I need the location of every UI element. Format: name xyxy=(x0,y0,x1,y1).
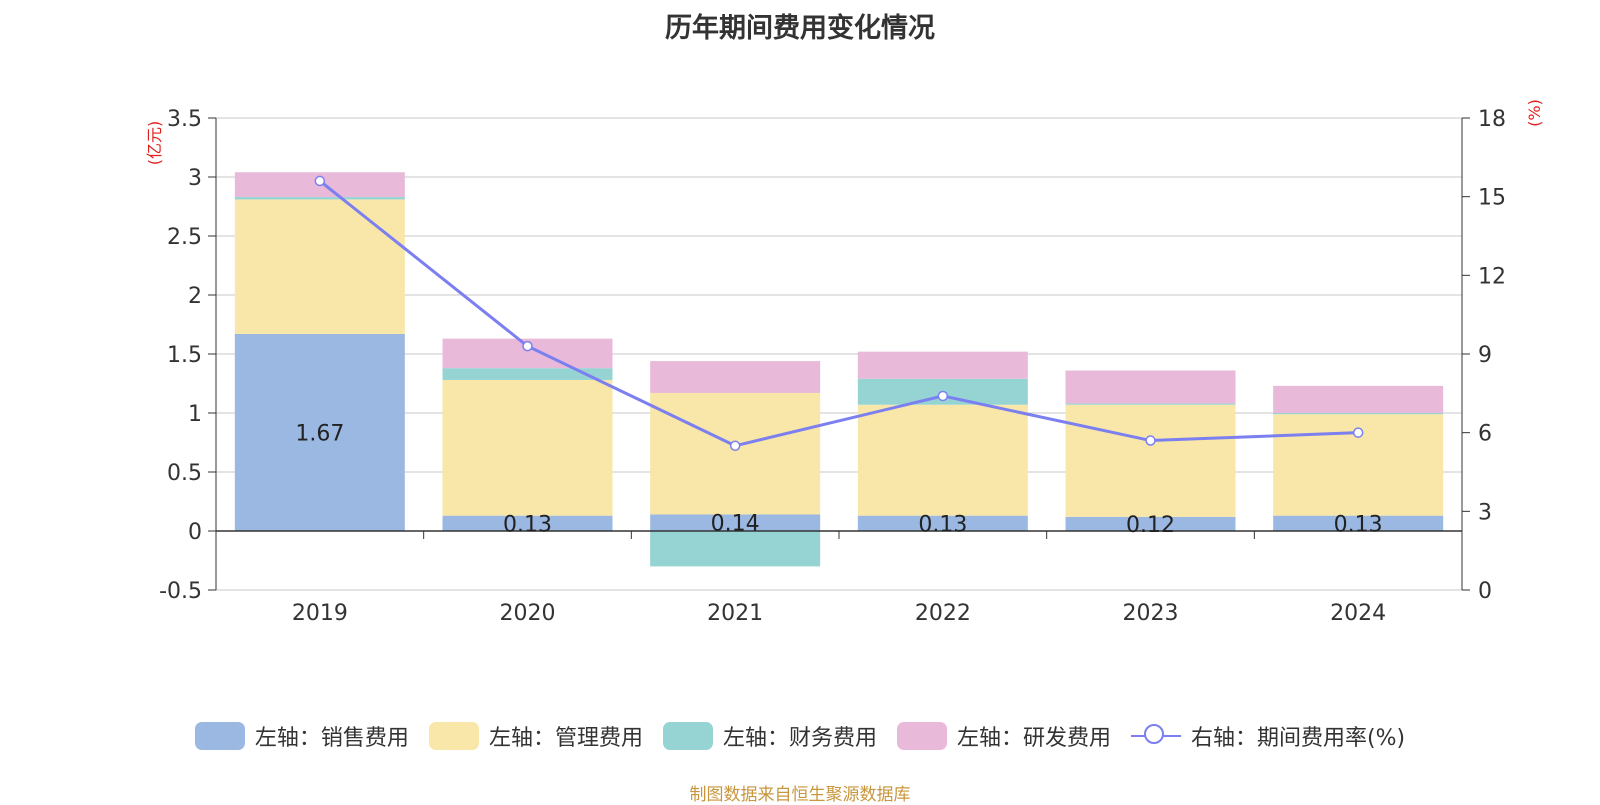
data-label-sales: 0.13 xyxy=(1334,512,1383,537)
legend-item-sales[interactable]: 左轴：销售费用 xyxy=(194,720,409,752)
y-left-tick-label: 1.5 xyxy=(167,343,202,368)
data-label-sales: 1.67 xyxy=(295,421,344,446)
chart-title: 历年期间费用变化情况 xyxy=(665,13,935,44)
legend-label-rate: 右轴：期间费用率(%) xyxy=(1190,726,1406,751)
x-tick-label: 2024 xyxy=(1330,601,1386,626)
bar-finance-2020 xyxy=(442,368,613,380)
y-left-tick-label: 2 xyxy=(188,284,202,309)
legend: 左轴：销售费用 左轴：管理费用 左轴：财务费用 左轴：研发费用 右轴：期间费用率… xyxy=(0,720,1600,752)
legend-item-admin[interactable]: 左轴：管理费用 xyxy=(428,720,643,752)
bar-finance-2023 xyxy=(1065,403,1236,405)
legend-swatch-rnd xyxy=(896,722,947,750)
y-right-tick-label: 6 xyxy=(1478,422,1492,447)
bar-finance-2019 xyxy=(234,197,405,200)
legend-label-finance: 左轴：财务费用 xyxy=(722,726,877,751)
y-left-tick-label: 1 xyxy=(188,402,202,427)
data-source-note: 制图数据来自恒生聚源数据库 xyxy=(689,785,911,805)
legend-swatch-admin xyxy=(428,722,479,750)
line-rate-point xyxy=(1145,435,1156,446)
legend-label-sales: 左轴：销售费用 xyxy=(254,726,409,751)
bar-sales-2024 xyxy=(1273,515,1444,531)
y-right-tick-label: 18 xyxy=(1478,107,1506,132)
y-left-tick-label: -0.5 xyxy=(159,579,202,604)
bar-sales-2022 xyxy=(857,515,1028,531)
bar-sales-2023 xyxy=(1065,516,1236,531)
bar-rnd-2024 xyxy=(1273,385,1444,413)
line-rate-point xyxy=(1352,427,1364,438)
data-label-sales: 0.13 xyxy=(918,512,967,537)
bar-rnd-2021 xyxy=(650,361,821,393)
line-rate-point xyxy=(314,175,326,187)
bar-admin-2023 xyxy=(1065,404,1236,517)
data-label-sales: 0.13 xyxy=(503,512,552,537)
y-left-tick-label: 2.5 xyxy=(167,225,202,250)
data-label-sales: 0.14 xyxy=(711,512,760,537)
legend-swatch-rate-dot xyxy=(1143,724,1164,744)
y-left-tick-label: 0.5 xyxy=(167,461,202,486)
x-tick-label: 2021 xyxy=(707,601,763,626)
legend-label-admin: 左轴：管理费用 xyxy=(488,726,643,751)
legend-swatch-rate xyxy=(1130,722,1181,750)
legend-label-rnd: 左轴：研发费用 xyxy=(956,726,1111,751)
data-label-sales: 0.12 xyxy=(1126,513,1175,538)
line-rate-point xyxy=(729,440,741,452)
bar-admin-2021 xyxy=(650,392,821,515)
y-right-tick-label: 0 xyxy=(1478,579,1492,604)
y-right-tick-label: 3 xyxy=(1478,500,1492,525)
y-right-unit: (%) xyxy=(1525,99,1544,127)
x-tick-label: 2019 xyxy=(292,601,348,626)
legend-item-rnd[interactable]: 左轴：研发费用 xyxy=(896,720,1111,752)
line-rate-point xyxy=(937,390,949,402)
bar-sales-2020 xyxy=(442,515,613,531)
line-rate-point xyxy=(522,340,533,352)
legend-swatch-sales xyxy=(194,722,245,750)
x-tick-label: 2020 xyxy=(500,601,556,626)
x-tick-label: 2022 xyxy=(915,601,971,626)
y-right-tick-label: 15 xyxy=(1478,186,1506,211)
bar-admin-2019 xyxy=(234,199,405,334)
legend-swatch-finance xyxy=(662,722,713,750)
y-left-tick-label: 0 xyxy=(188,520,202,545)
bar-rnd-2022 xyxy=(857,351,1028,379)
line-rate xyxy=(318,179,1359,448)
y-right-tick-label: 12 xyxy=(1478,264,1506,289)
bar-rnd-2023 xyxy=(1065,370,1236,404)
legend-item-finance[interactable]: 左轴：财务费用 xyxy=(662,720,877,752)
y-left-tick-label: 3.5 xyxy=(167,107,202,132)
bar-finance-2024 xyxy=(1273,413,1444,415)
y-left-unit: (亿元) xyxy=(145,121,164,166)
bar-admin-2022 xyxy=(857,404,1028,516)
legend-item-rate[interactable]: 右轴：期间费用率(%) xyxy=(1130,720,1406,752)
bar-finance-2021 xyxy=(650,531,821,567)
bar-sales-2021 xyxy=(650,514,821,531)
y-right-tick-label: 9 xyxy=(1478,343,1492,368)
chart-canvas: -0.5 0 0.5 1 1.5 2 2.5 3 3.5 0 3 6 9 12 15 18 (亿元) (%) 201… xyxy=(145,99,1544,626)
y-left-tick-label: 3 xyxy=(188,166,202,191)
x-tick-label: 2023 xyxy=(1123,601,1179,626)
bar-admin-2020 xyxy=(442,379,613,516)
bar-sales-2019 xyxy=(234,333,405,531)
